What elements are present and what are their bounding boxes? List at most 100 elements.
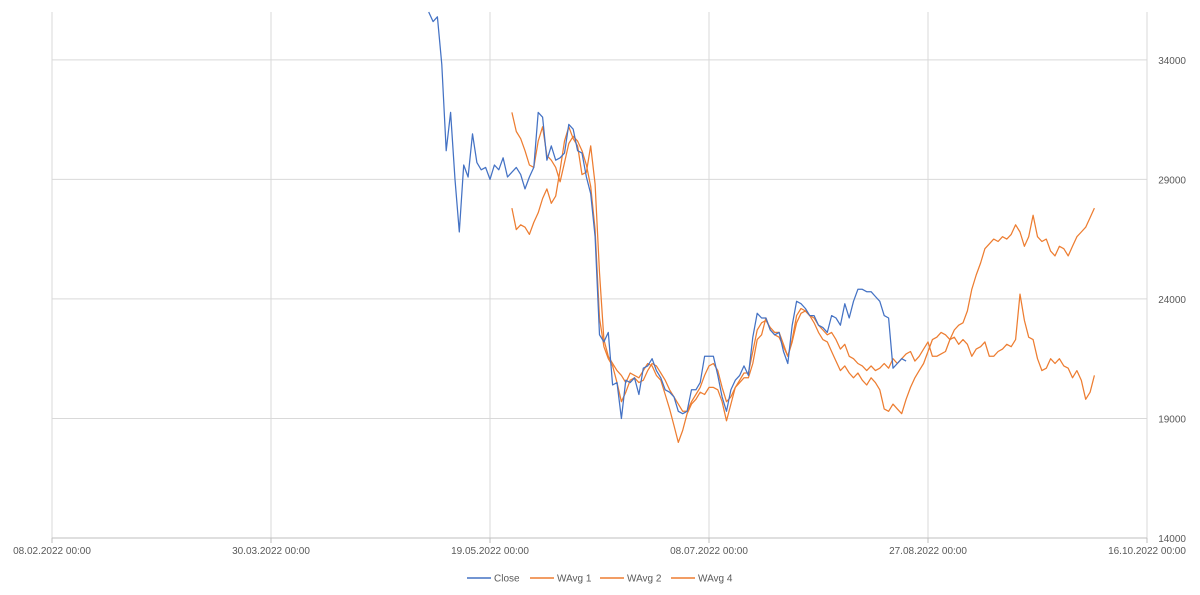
data-point-wavg-1: [796, 315, 797, 316]
data-point-close: [472, 133, 473, 134]
data-point-wavg-2: [595, 184, 596, 185]
data-point-close: [844, 303, 845, 304]
data-point-wavg-2: [993, 239, 994, 240]
data-point-wavg-2: [818, 332, 819, 333]
data-point-wavg-2: [962, 322, 963, 323]
data-point-wavg-2: [871, 377, 872, 378]
y-tick-label: 19000: [1158, 414, 1186, 425]
data-point-close: [590, 193, 591, 194]
data-point-close: [595, 236, 596, 237]
data-point-wavg-2: [844, 365, 845, 366]
data-point-close: [643, 368, 644, 369]
data-point-close: [687, 411, 688, 412]
gridlines: [51, 12, 1148, 543]
data-point-wavg-2: [1011, 234, 1012, 235]
data-point-close: [748, 375, 749, 376]
data-point-wavg-2: [862, 380, 863, 381]
data-point-wavg-1: [726, 401, 727, 402]
data-point-wavg-1: [1015, 339, 1016, 340]
data-point-wavg-1: [568, 143, 569, 144]
data-point-wavg-1: [730, 396, 731, 397]
data-point-close: [827, 332, 828, 333]
legend-label-wavg-1: WAvg 1: [557, 574, 592, 585]
data-point-close: [468, 176, 469, 177]
data-point-close: [831, 315, 832, 316]
data-point-wavg-2: [796, 322, 797, 323]
legend-label-wavg-2: WAvg 2: [627, 574, 662, 585]
data-point-wavg-2: [665, 394, 666, 395]
data-point-wavg-1: [879, 368, 880, 369]
data-point-wavg-2: [726, 420, 727, 421]
data-point-wavg-2: [1050, 251, 1051, 252]
data-point-wavg-1: [831, 332, 832, 333]
data-point-wavg-2: [612, 363, 613, 364]
y-tick-label: 29000: [1158, 175, 1186, 186]
data-point-wavg-1: [866, 370, 867, 371]
data-point-wavg-2: [669, 408, 670, 409]
data-point-close: [621, 418, 622, 419]
data-point-close: [647, 365, 648, 366]
data-point-wavg-2: [682, 430, 683, 431]
x-tick-label: 27.08.2022 00:00: [889, 546, 967, 557]
data-point-close: [542, 117, 543, 118]
data-point-wavg-1: [800, 308, 801, 309]
data-point-close: [862, 289, 863, 290]
data-point-wavg-2: [1094, 208, 1095, 209]
data-point-close: [822, 327, 823, 328]
data-point-wavg-1: [678, 404, 679, 405]
data-point-wavg-1: [704, 375, 705, 376]
data-point-close: [682, 413, 683, 414]
data-point-wavg-1: [1050, 358, 1051, 359]
data-point-wavg-2: [581, 174, 582, 175]
data-point-wavg-1: [752, 351, 753, 352]
data-point-wavg-1: [932, 356, 933, 357]
data-point-wavg-2: [656, 375, 657, 376]
data-point-wavg-2: [897, 408, 898, 409]
data-point-wavg-1: [581, 150, 582, 151]
data-point-wavg-2: [910, 387, 911, 388]
data-point-wavg-2: [546, 188, 547, 189]
data-point-wavg-1: [625, 392, 626, 393]
data-point-wavg-1: [1028, 337, 1029, 338]
data-point-wavg-2: [884, 408, 885, 409]
data-point-wavg-1: [682, 411, 683, 412]
data-point-close: [774, 334, 775, 335]
data-point-wavg-2: [647, 363, 648, 364]
data-point-close: [634, 377, 635, 378]
data-point-wavg-2: [1076, 236, 1077, 237]
data-point-wavg-2: [722, 401, 723, 402]
data-point-close: [884, 315, 885, 316]
data-point-wavg-1: [713, 363, 714, 364]
data-point-wavg-1: [524, 150, 525, 151]
data-point-wavg-1: [761, 322, 762, 323]
data-point-wavg-1: [700, 387, 701, 388]
data-point-close: [551, 145, 552, 146]
data-point-close: [463, 164, 464, 165]
data-point-close: [901, 358, 902, 359]
data-point-close: [695, 389, 696, 390]
data-point-close: [476, 162, 477, 163]
data-point-wavg-2: [849, 372, 850, 373]
data-point-wavg-2: [708, 387, 709, 388]
data-point-close: [875, 296, 876, 297]
data-point-close: [564, 153, 565, 154]
data-point-wavg-2: [800, 313, 801, 314]
data-point-wavg-1: [660, 372, 661, 373]
data-point-wavg-2: [984, 248, 985, 249]
data-point-wavg-2: [1072, 246, 1073, 247]
data-point-wavg-2: [730, 404, 731, 405]
data-point-wavg-1: [976, 349, 977, 350]
data-point-close: [857, 289, 858, 290]
data-point-close: [871, 291, 872, 292]
data-point-wavg-2: [695, 399, 696, 400]
data-point-close: [849, 317, 850, 318]
data-point-close: [752, 337, 753, 338]
data-point-wavg-1: [1094, 375, 1095, 376]
data-point-wavg-2: [923, 363, 924, 364]
data-point-wavg-1: [1033, 339, 1034, 340]
x-axis-tick-labels: 08.02.2022 00:00 30.03.2022 00:00 19.05.20…: [13, 546, 1186, 557]
y-tick-label: 24000: [1158, 295, 1186, 306]
data-point-wavg-1: [827, 334, 828, 335]
data-point-wavg-2: [1090, 217, 1091, 218]
